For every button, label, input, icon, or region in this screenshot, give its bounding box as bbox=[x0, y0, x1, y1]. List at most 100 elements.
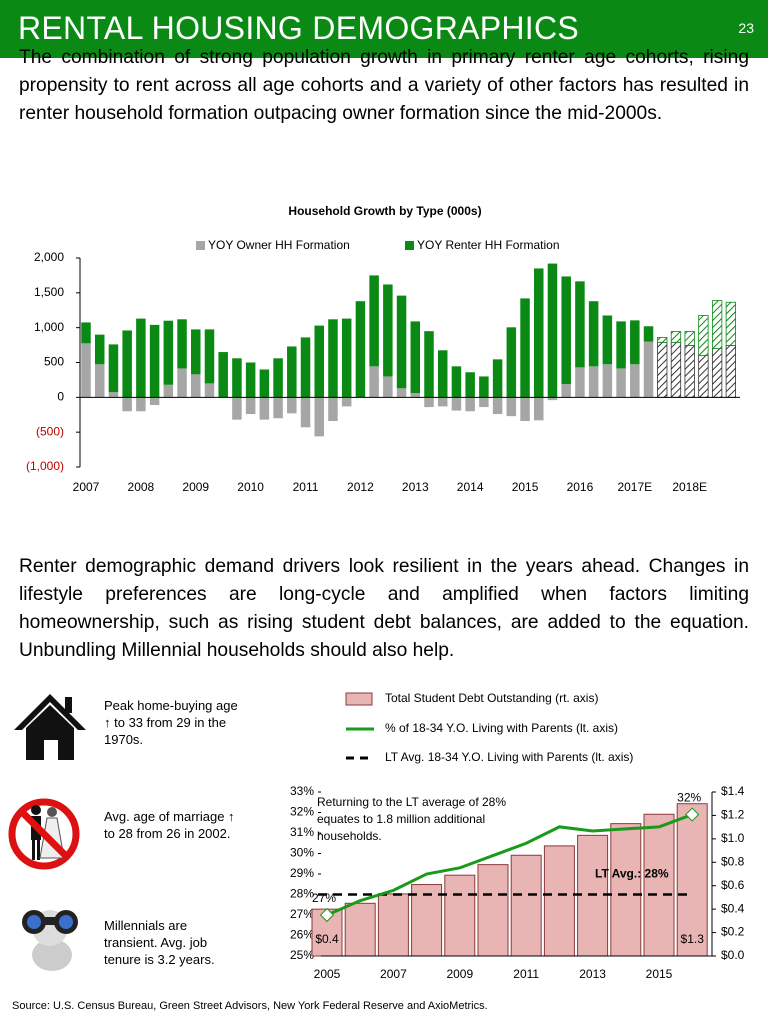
bar-segment bbox=[561, 276, 571, 385]
bar-segment bbox=[520, 397, 530, 422]
bar-segment bbox=[355, 301, 366, 398]
bar-segment bbox=[534, 268, 544, 398]
bar-segment bbox=[561, 384, 571, 398]
x-tick-label: 2008 bbox=[128, 480, 155, 494]
bar-segment bbox=[657, 341, 668, 398]
y-tick-label: 2,000 bbox=[34, 250, 64, 264]
chart-title: Household Growth by Type (000s) bbox=[288, 204, 481, 218]
bar-segment bbox=[177, 319, 187, 369]
x-tick-label: 2016 bbox=[567, 480, 594, 494]
x-tick-label: 2011 bbox=[293, 480, 319, 494]
x-tick-label: 2009 bbox=[446, 967, 473, 981]
bar bbox=[344, 902, 376, 957]
x-tick-label: 2007 bbox=[380, 967, 407, 981]
x-tick-label: 2014 bbox=[457, 480, 484, 494]
bar bbox=[444, 874, 476, 957]
bar-segment bbox=[534, 397, 544, 421]
bar-segment bbox=[273, 397, 283, 419]
bar-segment bbox=[643, 326, 654, 342]
y2-tick-label: $0.4 bbox=[721, 901, 745, 915]
y-tick-label: 29% bbox=[290, 866, 314, 880]
bar-value-label: $1.3 bbox=[681, 932, 705, 946]
bar-segment bbox=[191, 374, 201, 398]
bar-segment bbox=[492, 397, 503, 415]
legend-label: % of 18-34 Y.O. Living with Parents (lt.… bbox=[385, 721, 618, 735]
bar-segment bbox=[520, 298, 530, 398]
bar-segment bbox=[575, 281, 585, 368]
x-tick-label: 2018E bbox=[672, 480, 707, 494]
line-marker bbox=[319, 907, 335, 923]
fact-text: Avg. age of marriage ↑ to 28 from 26 in … bbox=[104, 809, 235, 841]
bar-segment bbox=[479, 376, 489, 398]
bar-segment bbox=[245, 397, 256, 415]
bar-value-label: $0.4 bbox=[315, 932, 339, 946]
y-tick-label: 25% bbox=[290, 948, 314, 962]
y-tick-label: 0 bbox=[57, 390, 64, 404]
no-marriage-icon bbox=[8, 798, 80, 870]
bar bbox=[377, 893, 409, 957]
bar-segment bbox=[369, 366, 379, 398]
bar-segment bbox=[149, 397, 160, 405]
y-tick-label: 30% bbox=[290, 846, 314, 860]
bar-segment bbox=[273, 358, 283, 398]
bar-segment bbox=[259, 397, 270, 420]
bar-segment bbox=[94, 334, 105, 365]
bar-segment bbox=[492, 359, 503, 398]
bar-segment bbox=[177, 368, 187, 398]
bar-segment bbox=[575, 367, 585, 398]
lt-average-label: LT Avg.: 28% bbox=[595, 867, 669, 881]
legend-swatch bbox=[405, 241, 414, 250]
y2-tick-label: $1.2 bbox=[721, 808, 745, 822]
bar-segment bbox=[424, 397, 434, 408]
bar-segment bbox=[725, 301, 736, 346]
bar-segment bbox=[314, 325, 324, 398]
y-tick-label: 31% bbox=[290, 825, 314, 839]
bar bbox=[510, 854, 542, 957]
bar-segment bbox=[437, 397, 448, 407]
y-tick-label: 26% bbox=[290, 928, 314, 942]
bar-segment bbox=[136, 318, 146, 398]
bar-segment bbox=[136, 397, 146, 412]
bar-segment bbox=[506, 397, 517, 417]
bar-segment bbox=[684, 345, 695, 398]
bar-segment bbox=[328, 319, 338, 398]
bar-segment bbox=[191, 329, 201, 375]
bar-segment bbox=[122, 397, 132, 412]
bar-segment bbox=[232, 397, 242, 420]
bar-segment bbox=[630, 364, 640, 398]
line-value-label: 27% bbox=[312, 891, 336, 905]
bar-segment bbox=[81, 343, 91, 398]
bar-segment bbox=[314, 397, 324, 437]
bar-segment bbox=[245, 362, 256, 398]
y-tick-label: 27% bbox=[290, 907, 314, 921]
line-marker bbox=[685, 807, 700, 822]
bar-segment bbox=[602, 364, 613, 398]
bar-segment bbox=[670, 341, 682, 398]
bar-segment bbox=[287, 346, 297, 398]
bar-segment bbox=[396, 388, 407, 398]
bar bbox=[411, 884, 443, 957]
bar-segment bbox=[506, 327, 517, 398]
bar bbox=[477, 864, 509, 957]
bar-segment bbox=[328, 397, 338, 422]
y-tick-label: (1,000) bbox=[26, 459, 64, 473]
bar-segment bbox=[670, 331, 682, 343]
source-note: Source: U.S. Census Bureau, Green Street… bbox=[12, 1000, 488, 1012]
bar-segment bbox=[630, 320, 640, 365]
line-series bbox=[326, 813, 693, 917]
bar-segment bbox=[108, 392, 119, 398]
bar-segment bbox=[424, 331, 434, 398]
legend-label: YOY Owner HH Formation bbox=[208, 238, 350, 252]
legend-swatch bbox=[345, 692, 373, 706]
x-tick-label: 2007 bbox=[73, 480, 100, 494]
y-tick-label: 500 bbox=[44, 355, 64, 369]
bar-segment bbox=[479, 397, 489, 408]
x-tick-label: 2012 bbox=[347, 480, 374, 494]
bar-segment bbox=[259, 369, 270, 398]
body-paragraph: Renter demographic demand drivers look r… bbox=[19, 556, 749, 661]
bar-segment bbox=[163, 384, 174, 398]
y-tick-label: 32% bbox=[290, 805, 314, 819]
bar-segment bbox=[684, 331, 695, 346]
